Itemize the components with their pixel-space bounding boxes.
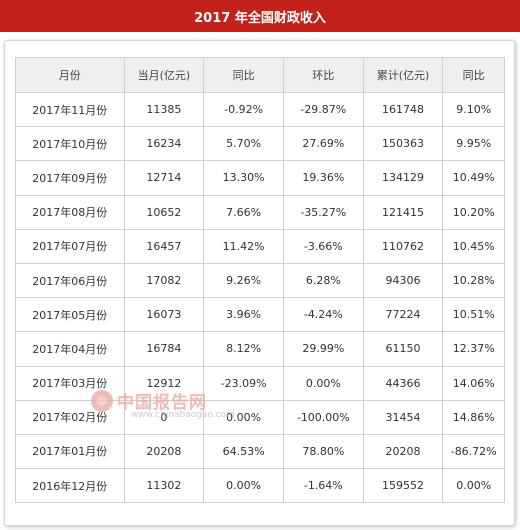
cell-yoy: -23.09% bbox=[203, 365, 284, 401]
cell-cumulative: 31454 bbox=[362, 399, 444, 435]
table-row: 2017年03月份 12912 -23.09% 0.00% 44366 14.06% bbox=[15, 365, 505, 401]
cell-cumulative: 150363 bbox=[362, 126, 444, 162]
table-body: 2017年11月份 11385 -0.92% -29.87% 161748 9.10% 20… bbox=[15, 91, 505, 504]
table-panel: 月份 当月(亿元) 同比 环比 累计(亿元) 同比 2017年11月份 11385… bbox=[4, 40, 515, 526]
cell-month: 2017年08月份 bbox=[15, 194, 125, 230]
cell-current: 10652 bbox=[123, 194, 205, 230]
cell-current: 0 bbox=[123, 399, 205, 435]
table-row: 2017年06月份 17082 9.26% 6.28% 94306 10.28% bbox=[15, 262, 505, 299]
cell-cumulative-yoy: 0.00% bbox=[442, 468, 505, 504]
cell-cumulative: 94306 bbox=[362, 262, 444, 299]
cell-month: 2017年04月份 bbox=[15, 331, 125, 367]
cell-cumulative: 134129 bbox=[362, 160, 444, 196]
cell-cumulative-yoy: 14.06% bbox=[442, 365, 505, 401]
cell-yoy: 3.96% bbox=[203, 297, 284, 333]
cell-month: 2017年03月份 bbox=[15, 365, 125, 401]
cell-yoy: -0.92% bbox=[203, 91, 284, 128]
cell-month: 2017年09月份 bbox=[15, 160, 125, 196]
table-row: 2017年07月份 16457 11.42% -3.66% 110762 10.45% bbox=[15, 228, 505, 264]
cell-yoy: 8.12% bbox=[203, 331, 284, 367]
cell-cumulative: 61150 bbox=[362, 331, 444, 367]
header-current: 当月(亿元) bbox=[123, 57, 205, 93]
page-title: 2017 年全国财政收入 bbox=[194, 10, 326, 26]
cell-month: 2016年12月份 bbox=[15, 468, 125, 504]
cell-month: 2017年11月份 bbox=[15, 91, 125, 128]
table-row: 2017年09月份 12714 13.30% 19.36% 134129 10.49% bbox=[15, 160, 505, 196]
cell-mom: -3.66% bbox=[282, 228, 364, 264]
cell-cumulative-yoy: 14.86% bbox=[442, 399, 505, 435]
table-row: 2017年01月份 20208 64.53% 78.80% 20208 -86.72% bbox=[15, 433, 505, 470]
cell-cumulative: 161748 bbox=[362, 91, 444, 128]
header-cumulative: 累计(亿元) bbox=[362, 57, 444, 93]
header-cumulative-yoy: 同比 bbox=[442, 57, 505, 93]
cell-yoy: 64.53% bbox=[203, 433, 284, 470]
cell-cumulative: 44366 bbox=[362, 365, 444, 401]
cell-yoy: 5.70% bbox=[203, 126, 284, 162]
cell-month: 2017年05月份 bbox=[15, 297, 125, 333]
cell-cumulative-yoy: 10.45% bbox=[442, 228, 505, 264]
cell-mom: 27.69% bbox=[282, 126, 364, 162]
cell-yoy: 9.26% bbox=[203, 262, 284, 299]
table-row: 2017年05月份 16073 3.96% -4.24% 77224 10.51% bbox=[15, 297, 505, 333]
header-yoy: 同比 bbox=[203, 57, 284, 93]
page-title-banner: 2017 年全国财政收入 bbox=[0, 0, 520, 32]
cell-cumulative-yoy: 10.49% bbox=[442, 160, 505, 196]
cell-mom: -1.64% bbox=[282, 468, 364, 504]
cell-month: 2017年10月份 bbox=[15, 126, 125, 162]
cell-current: 17082 bbox=[123, 262, 205, 299]
cell-cumulative-yoy: -86.72% bbox=[442, 433, 505, 470]
cell-current: 16784 bbox=[123, 331, 205, 367]
cell-cumulative-yoy: 9.10% bbox=[442, 91, 505, 128]
cell-month: 2017年07月份 bbox=[15, 228, 125, 264]
cell-yoy: 11.42% bbox=[203, 228, 284, 264]
cell-yoy: 13.30% bbox=[203, 160, 284, 196]
table-row: 2017年11月份 11385 -0.92% -29.87% 161748 9.10% bbox=[15, 91, 505, 128]
cell-current: 16457 bbox=[123, 228, 205, 264]
cell-cumulative-yoy: 10.20% bbox=[442, 194, 505, 230]
cell-mom: -29.87% bbox=[282, 91, 364, 128]
cell-mom: 19.36% bbox=[282, 160, 364, 196]
cell-cumulative-yoy: 10.51% bbox=[442, 297, 505, 333]
table-row: 2016年12月份 11302 0.00% -1.64% 159552 0.00% bbox=[15, 468, 505, 504]
table-header-row: 月份 当月(亿元) 同比 环比 累计(亿元) 同比 bbox=[15, 57, 505, 93]
header-month: 月份 bbox=[15, 57, 125, 93]
cell-yoy: 0.00% bbox=[203, 468, 284, 504]
table-row: 2017年04月份 16784 8.12% 29.99% 61150 12.37% bbox=[15, 331, 505, 367]
fiscal-revenue-table: 月份 当月(亿元) 同比 环比 累计(亿元) 同比 2017年11月份 11385… bbox=[15, 57, 505, 504]
cell-yoy: 0.00% bbox=[203, 399, 284, 435]
cell-cumulative: 121415 bbox=[362, 194, 444, 230]
cell-current: 20208 bbox=[123, 433, 205, 470]
cell-mom: 6.28% bbox=[282, 262, 364, 299]
cell-yoy: 7.66% bbox=[203, 194, 284, 230]
cell-cumulative-yoy: 10.28% bbox=[442, 262, 505, 299]
cell-current: 11385 bbox=[123, 91, 205, 128]
table-row: 2017年10月份 16234 5.70% 27.69% 150363 9.95% bbox=[15, 126, 505, 162]
cell-month: 2017年02月份 bbox=[15, 399, 125, 435]
cell-mom: 29.99% bbox=[282, 331, 364, 367]
cell-cumulative: 110762 bbox=[362, 228, 444, 264]
cell-mom: 78.80% bbox=[282, 433, 364, 470]
table-row: 2017年08月份 10652 7.66% -35.27% 121415 10.20% bbox=[15, 194, 505, 230]
cell-current: 12912 bbox=[123, 365, 205, 401]
cell-current: 16234 bbox=[123, 126, 205, 162]
cell-current: 11302 bbox=[123, 468, 205, 504]
cell-cumulative-yoy: 9.95% bbox=[442, 126, 505, 162]
cell-mom: 0.00% bbox=[282, 365, 364, 401]
cell-current: 16073 bbox=[123, 297, 205, 333]
table-row: 2017年02月份 0 0.00% -100.00% 31454 14.86% bbox=[15, 399, 505, 435]
header-mom: 环比 bbox=[282, 57, 364, 93]
cell-mom: -4.24% bbox=[282, 297, 364, 333]
cell-month: 2017年06月份 bbox=[15, 262, 125, 299]
cell-month: 2017年01月份 bbox=[15, 433, 125, 470]
cell-cumulative: 159552 bbox=[362, 468, 444, 504]
cell-mom: -35.27% bbox=[282, 194, 364, 230]
cell-cumulative-yoy: 12.37% bbox=[442, 331, 505, 367]
cell-mom: -100.00% bbox=[282, 399, 364, 435]
cell-cumulative: 77224 bbox=[362, 297, 444, 333]
cell-current: 12714 bbox=[123, 160, 205, 196]
cell-cumulative: 20208 bbox=[362, 433, 444, 470]
